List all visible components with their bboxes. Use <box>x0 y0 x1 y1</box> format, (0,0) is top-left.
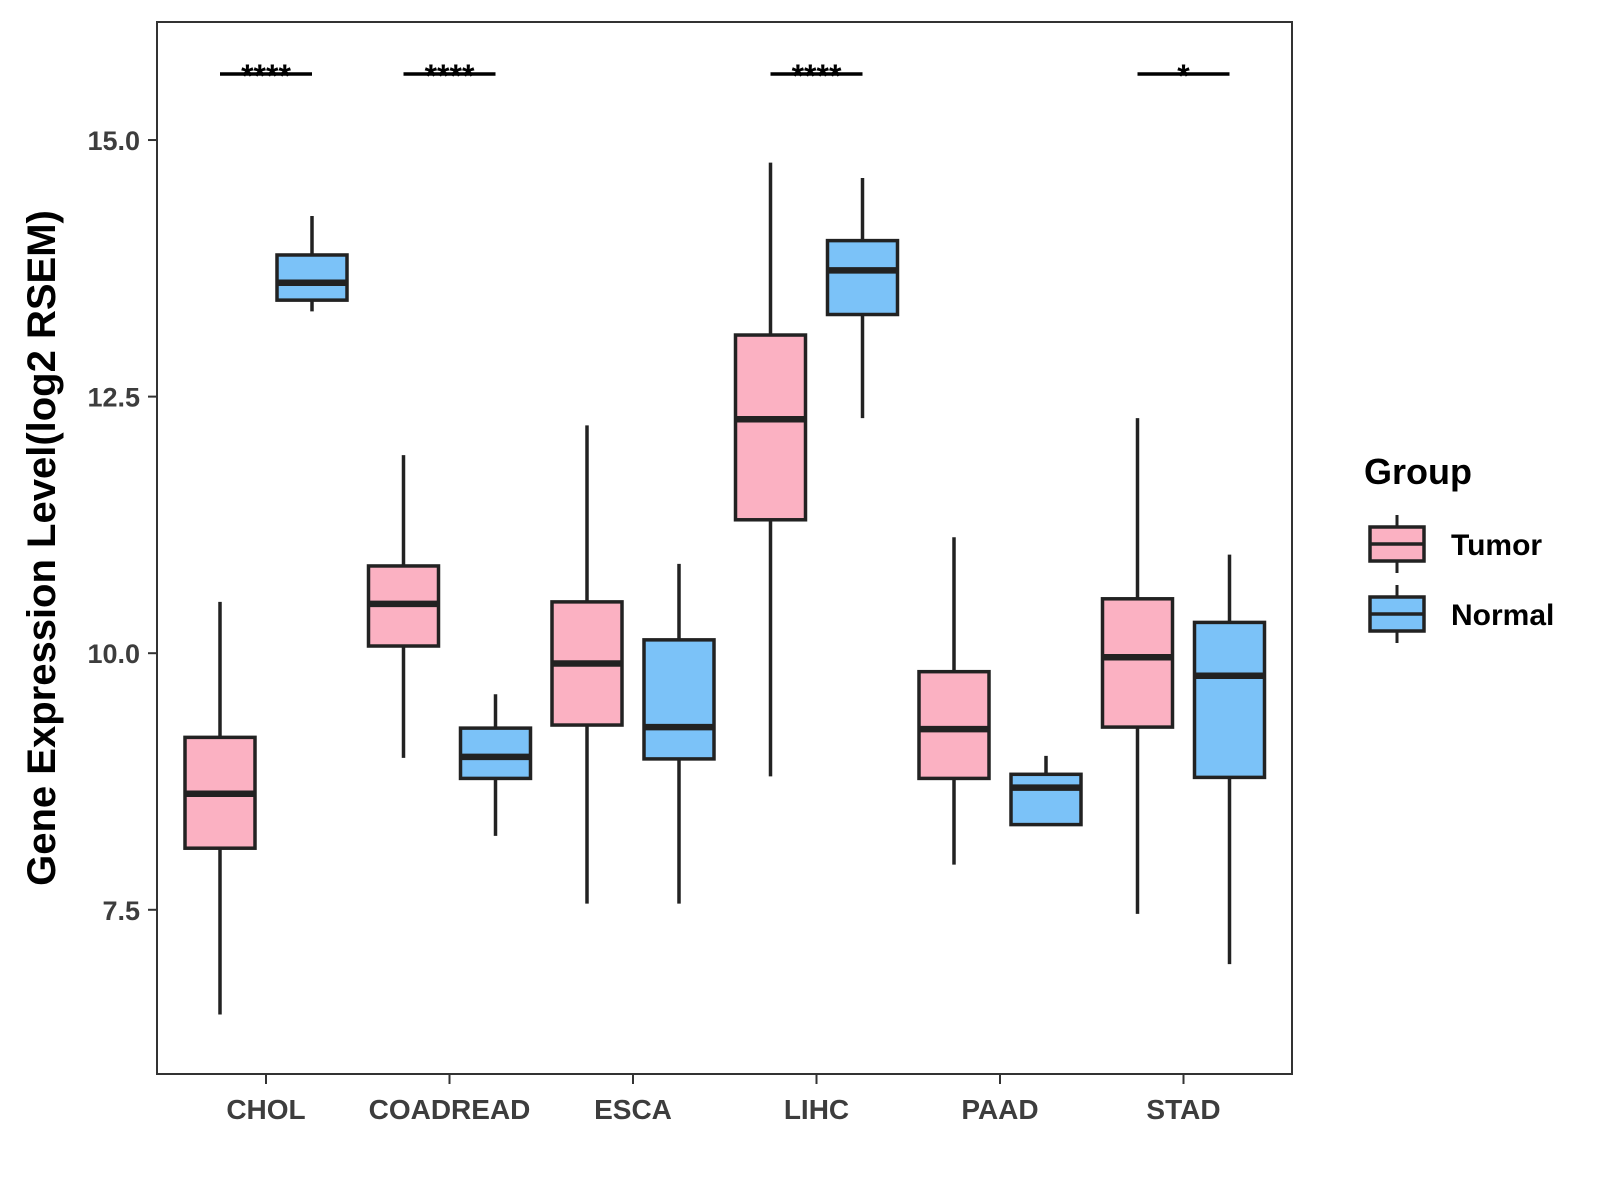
legend-key-normal <box>1368 585 1426 643</box>
box-tumor-coadread <box>366 455 441 758</box>
legend-key-tumor <box>1368 515 1426 573</box>
y-tick-label: 7.5 <box>102 896 140 926</box>
x-tick-label: CHOL <box>226 1094 305 1125</box>
box-tumor-lihc <box>733 162 808 777</box>
significance-label: **** <box>241 58 291 94</box>
x-tick-label: COADREAD <box>369 1094 531 1125</box>
box-normal-stad <box>1192 554 1267 965</box>
iqr-box <box>917 669 991 781</box>
legend-title: Group <box>1364 451 1472 492</box>
x-tick-label: PAAD <box>961 1094 1038 1125</box>
legend-label-tumor: Tumor <box>1451 529 1542 562</box>
box-tumor-esca <box>550 425 624 904</box>
boxes-layer <box>183 162 1267 1015</box>
iqr-box <box>1192 620 1267 780</box>
x-tick-label: LIHC <box>784 1094 849 1125</box>
box-normal-paad <box>1009 755 1083 827</box>
y-axis-title: Gene Expression Level(log2 RSEM) <box>20 210 64 886</box>
iqr-box <box>1009 772 1083 827</box>
significance-annotations: **** **** **** * <box>220 58 1230 94</box>
y-tick-label: 15.0 <box>87 126 140 156</box>
legend: Group Tumor Normal <box>1364 451 1554 643</box>
plot-panel-border <box>156 21 1293 1075</box>
iqr-box <box>642 638 716 761</box>
y-tick-label: 12.5 <box>87 383 140 413</box>
box-normal-lihc <box>825 178 900 419</box>
box-normal-chol <box>275 215 349 312</box>
iqr-box <box>275 253 349 302</box>
y-tick-label: 10.0 <box>87 639 140 669</box>
iqr-box <box>458 726 533 781</box>
box-normal-esca <box>642 563 716 904</box>
significance-label: * <box>1177 58 1190 94</box>
axes-layer: 7.5 10.0 12.5 15.0 CHOL COADREAD ESCA LIHC PAAD S… <box>87 126 1220 1125</box>
box-tumor-paad <box>917 537 991 865</box>
box-normal-coadread <box>458 694 533 836</box>
iqr-box <box>733 333 808 522</box>
significance-label: **** <box>792 58 842 94</box>
box-tumor-stad <box>1100 418 1175 914</box>
legend-label-normal: Normal <box>1451 599 1554 632</box>
iqr-box <box>1100 597 1175 729</box>
iqr-box <box>825 238 900 317</box>
box-tumor-chol <box>183 601 257 1015</box>
significance-label: **** <box>425 58 475 94</box>
x-tick-label: ESCA <box>594 1094 672 1125</box>
x-tick-label: STAD <box>1146 1094 1220 1125</box>
